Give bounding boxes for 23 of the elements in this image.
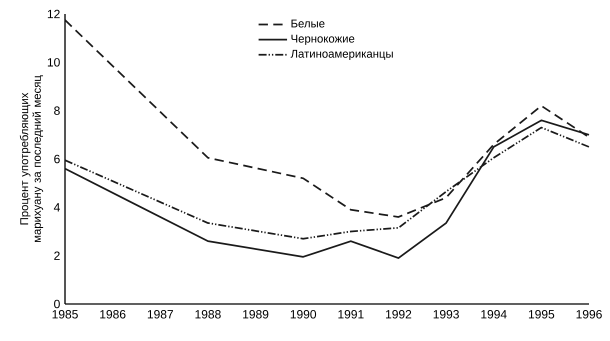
legend-label: Латиноамериканцы <box>290 50 393 60</box>
x-tick-label: 1995 <box>528 310 554 319</box>
x-tick-label: 1996 <box>576 310 602 319</box>
y-tick-label: 0 <box>54 300 60 308</box>
x-tick-label: 1990 <box>290 310 316 319</box>
x-tick-label: 1985 <box>52 310 78 319</box>
x-tick-label: 1989 <box>243 310 268 319</box>
x-tick-label: 1994 <box>481 310 507 319</box>
x-tick-label: 1987 <box>148 310 174 319</box>
y-tick-label: 10 <box>48 58 60 67</box>
y-tick-label: 6 <box>54 154 60 164</box>
x-tick-label: 1991 <box>338 310 364 319</box>
y-tick-label: 4 <box>54 203 60 212</box>
x-tick-label: 1993 <box>434 310 459 319</box>
x-tick-label: 1992 <box>386 310 412 319</box>
y-tick-label: 12 <box>48 10 60 18</box>
legend-label: Белые <box>292 20 324 28</box>
x-tick-label: 1986 <box>100 310 126 319</box>
y-axis-title: Процент употребляющих марихуану за последний месяц <box>20 75 44 242</box>
x-tick-label: 1988 <box>195 310 221 319</box>
y-tick-label: 8 <box>54 106 60 115</box>
y-tick-label: 2 <box>54 251 60 260</box>
legend-label: Чернокожие <box>291 34 354 45</box>
